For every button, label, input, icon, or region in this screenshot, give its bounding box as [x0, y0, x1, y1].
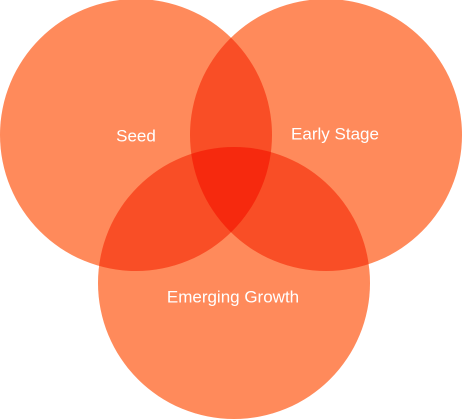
early-stage-label: Early Stage	[291, 124, 379, 143]
early-emerging-overlap	[190, 147, 370, 271]
emerging-growth-label: Emerging Growth	[167, 287, 299, 306]
seed-label: Seed	[116, 126, 156, 145]
seed-emerging-overlap	[98, 147, 272, 271]
